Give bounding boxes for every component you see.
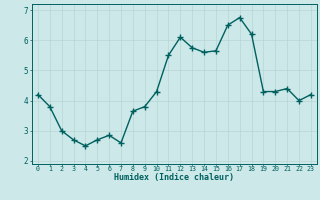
X-axis label: Humidex (Indice chaleur): Humidex (Indice chaleur): [115, 173, 234, 182]
